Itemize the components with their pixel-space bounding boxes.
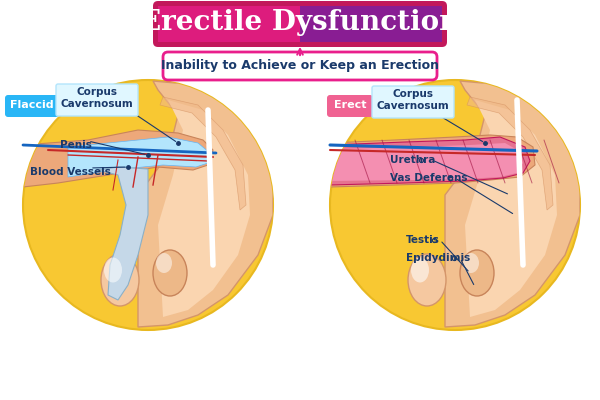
Polygon shape: [330, 143, 523, 181]
Text: Erect: Erect: [334, 100, 366, 110]
FancyBboxPatch shape: [153, 1, 447, 47]
Text: Blood Vessels: Blood Vessels: [30, 167, 111, 177]
Polygon shape: [445, 81, 580, 327]
FancyBboxPatch shape: [163, 52, 437, 80]
Polygon shape: [98, 167, 148, 300]
FancyBboxPatch shape: [158, 6, 300, 42]
Text: Urethra: Urethra: [390, 155, 436, 165]
Text: Vas Deferens: Vas Deferens: [390, 173, 467, 183]
Ellipse shape: [153, 250, 187, 296]
Polygon shape: [158, 100, 250, 317]
Text: Penis: Penis: [60, 140, 92, 150]
Ellipse shape: [23, 80, 273, 330]
Ellipse shape: [408, 254, 446, 306]
Ellipse shape: [104, 258, 122, 282]
Polygon shape: [23, 130, 213, 187]
Text: Testis: Testis: [406, 235, 440, 245]
Polygon shape: [467, 97, 553, 210]
Text: Erectile Dysfunction: Erectile Dysfunction: [140, 8, 460, 36]
Polygon shape: [138, 81, 273, 327]
Text: Flaccid: Flaccid: [10, 100, 54, 110]
Polygon shape: [330, 135, 535, 187]
FancyBboxPatch shape: [327, 95, 373, 117]
Polygon shape: [465, 100, 557, 317]
FancyBboxPatch shape: [5, 95, 59, 117]
Ellipse shape: [460, 250, 494, 296]
Text: Epidydimis: Epidydimis: [406, 253, 470, 263]
FancyBboxPatch shape: [372, 86, 454, 118]
FancyBboxPatch shape: [300, 6, 442, 42]
Ellipse shape: [156, 253, 172, 273]
Text: Corpus
Cavernosum: Corpus Cavernosum: [377, 89, 449, 111]
Ellipse shape: [411, 258, 429, 282]
Ellipse shape: [330, 80, 580, 330]
Ellipse shape: [101, 254, 139, 306]
Polygon shape: [330, 137, 530, 185]
FancyBboxPatch shape: [56, 84, 138, 116]
Polygon shape: [68, 137, 210, 177]
Ellipse shape: [463, 253, 479, 273]
Polygon shape: [160, 97, 246, 210]
Text: Inability to Achieve or Keep an Erection: Inability to Achieve or Keep an Erection: [161, 60, 439, 72]
Text: Corpus
Cavernosum: Corpus Cavernosum: [61, 87, 133, 109]
